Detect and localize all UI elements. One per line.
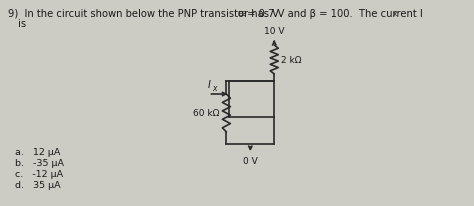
Text: b.   -35 μA: b. -35 μA xyxy=(15,158,64,167)
Text: EB: EB xyxy=(237,11,247,17)
Text: 60 kΩ: 60 kΩ xyxy=(193,109,219,118)
Text: 0 V: 0 V xyxy=(243,156,258,165)
Text: 9)  In the circuit shown below the PNP transistor has V: 9) In the circuit shown below the PNP tr… xyxy=(8,9,279,19)
Text: x: x xyxy=(212,84,217,92)
Text: d.   35 μA: d. 35 μA xyxy=(15,180,61,189)
Text: c.   -12 μA: c. -12 μA xyxy=(15,169,63,178)
Text: I: I xyxy=(208,80,210,90)
Text: x: x xyxy=(393,11,397,17)
Text: = 0.7 V and β = 100.  The current I: = 0.7 V and β = 100. The current I xyxy=(244,9,423,19)
Text: a.   12 μA: a. 12 μA xyxy=(15,147,60,156)
Text: 10 V: 10 V xyxy=(264,27,284,36)
Text: is: is xyxy=(18,19,26,29)
Text: 2 kΩ: 2 kΩ xyxy=(281,56,302,65)
